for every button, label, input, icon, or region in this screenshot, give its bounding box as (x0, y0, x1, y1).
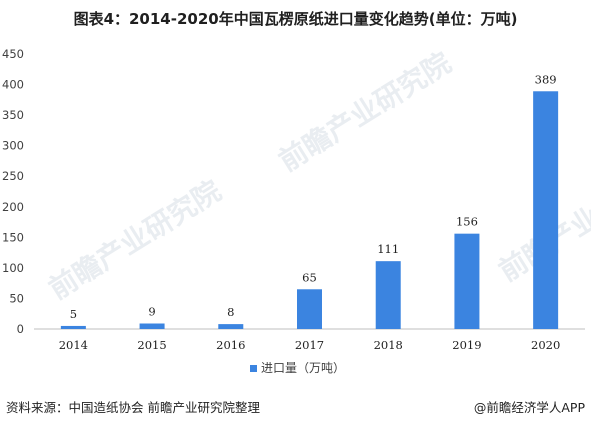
y-tick-label: 150 (2, 230, 24, 244)
y-tick-label: 50 (9, 291, 24, 305)
data-label: 5 (70, 307, 77, 321)
y-tick-label: 400 (2, 78, 24, 92)
y-tick-label: 450 (2, 47, 24, 61)
x-tick-label: 2020 (531, 338, 560, 352)
y-tick-label: 350 (2, 108, 24, 122)
watermark-text: 前瞻产业研究院 (43, 174, 227, 306)
x-tick-label: 2019 (452, 338, 481, 352)
bar (60, 325, 86, 329)
bar (218, 324, 244, 329)
y-tick-label: 200 (2, 200, 24, 214)
bar (297, 289, 322, 329)
x-tick-label: 2015 (137, 338, 166, 352)
x-tick-label: 2017 (295, 338, 324, 352)
y-tick-label: 100 (2, 261, 24, 275)
x-tick-label: 2016 (216, 338, 245, 352)
watermark-text: 前瞻产业研究院 (273, 46, 457, 178)
y-tick-label: 250 (2, 169, 24, 183)
chart-axes: 0 50 100 150 200 250 300 350 400 450 2014 2015 2016 2… (2, 47, 585, 352)
data-label: 8 (227, 305, 234, 319)
source-note: 资料来源：中国造纸协会 前瞻产业研究院整理 (6, 400, 260, 415)
y-tick-label: 300 (2, 139, 24, 153)
x-tick-label: 2018 (374, 338, 403, 352)
bar (375, 261, 401, 329)
bar (139, 323, 165, 329)
legend-label: 进口量（万吨） (261, 361, 345, 375)
credit-note: @前瞻经济学人APP (473, 400, 585, 415)
data-label: 9 (148, 305, 155, 319)
legend-swatch (250, 365, 257, 372)
data-label: 389 (535, 72, 557, 86)
data-label: 111 (377, 242, 399, 256)
watermark-layer: 前瞻产业研究院前瞻产业研究院前瞻产业研究院 (43, 46, 591, 306)
chart-title: 图表4：2014-2020年中国瓦楞原纸进口量变化趋势(单位：万吨) (73, 10, 518, 28)
x-tick-label: 2014 (59, 338, 88, 352)
bar (533, 91, 559, 330)
y-tick-label: 0 (17, 322, 24, 336)
data-label: 156 (456, 215, 478, 229)
data-label: 65 (302, 270, 317, 284)
chart-legend: 进口量（万吨） (250, 361, 345, 375)
bar-series: 5 9 8 65 111 156 389 (60, 72, 559, 330)
bar (454, 233, 480, 329)
